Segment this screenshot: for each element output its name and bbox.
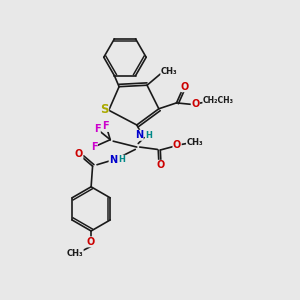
Text: O: O <box>87 237 95 247</box>
Text: O: O <box>75 149 83 159</box>
Text: N: N <box>109 155 117 165</box>
Text: CH₃: CH₃ <box>67 249 83 258</box>
Text: CH₂CH₃: CH₂CH₃ <box>203 96 234 105</box>
Text: F: F <box>94 124 100 134</box>
Text: F: F <box>103 122 109 131</box>
Text: N: N <box>135 130 143 140</box>
Text: O: O <box>173 140 181 150</box>
Text: H: H <box>146 131 153 140</box>
Text: O: O <box>191 99 200 109</box>
Text: F: F <box>91 142 98 152</box>
Text: O: O <box>157 160 165 170</box>
Text: S: S <box>100 103 109 116</box>
Text: H: H <box>118 155 125 164</box>
Text: CH₃: CH₃ <box>161 67 178 76</box>
Text: CH₃: CH₃ <box>186 137 203 146</box>
Text: O: O <box>181 82 189 92</box>
